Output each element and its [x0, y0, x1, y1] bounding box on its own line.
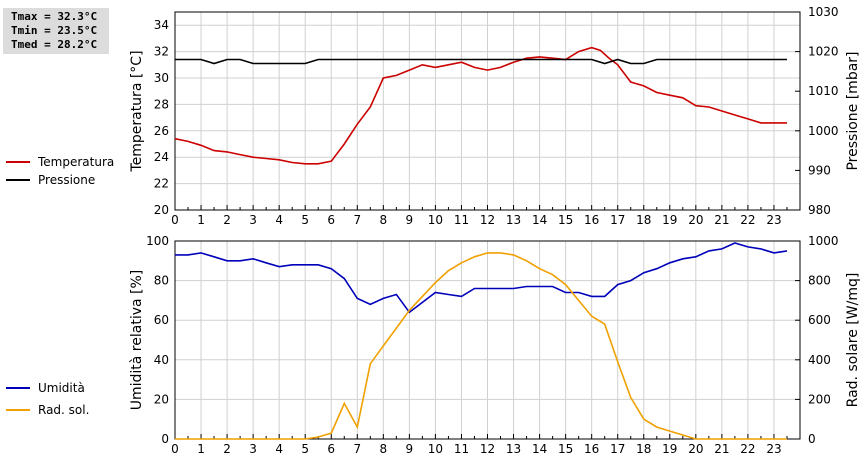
x-tick-label: 3: [249, 213, 257, 227]
x-tick-label: 6: [327, 442, 335, 456]
x-tick-label: 1: [197, 213, 205, 227]
x-tick-label: 12: [480, 442, 495, 456]
plot-frame: [174, 11, 801, 211]
x-tick-label: 6: [327, 213, 335, 227]
x-tick-label: 8: [380, 213, 388, 227]
y-axis-label: Umidità relativa [%]: [129, 270, 145, 411]
x-tick-label: 14: [532, 213, 547, 227]
y2-tick-label: 1020: [808, 45, 839, 59]
tmax-text: Tmax = 32.3°C: [11, 10, 98, 23]
x-tick-label: 11: [454, 213, 469, 227]
y-tick-label: 32: [154, 45, 169, 59]
y-tick-label: 100: [146, 234, 169, 248]
x-tick-label: 4: [275, 213, 283, 227]
x-tick-label: 13: [506, 213, 521, 227]
y-tick-label: 30: [154, 71, 169, 85]
y2-tick-label: 800: [808, 274, 831, 288]
x-tick-label: 3: [249, 442, 257, 456]
x-tick-label: 20: [688, 213, 703, 227]
series-line-temperatura: [174, 46, 787, 165]
legend-label: Rad. sol.: [38, 403, 89, 417]
y2-tick-label: 1030: [808, 5, 839, 19]
x-tick-label: 4: [275, 442, 283, 456]
y-tick-label: 80: [154, 274, 169, 288]
x-tick-label: 10: [428, 213, 443, 227]
stats-box: Tmax = 32.3°C Tmin = 23.5°C Tmed = 28.2°…: [3, 8, 109, 54]
y-tick-label: 40: [154, 353, 169, 367]
x-tick-label: 0: [171, 442, 179, 456]
legend-label: Temperatura: [37, 155, 114, 169]
y-tick-label: 26: [154, 124, 169, 138]
x-tick-label: 11: [454, 442, 469, 456]
x-tick-label: 21: [714, 213, 729, 227]
y2-tick-label: 0: [808, 432, 816, 446]
x-tick-label: 15: [558, 442, 573, 456]
plot-frame: [174, 240, 801, 440]
y2-tick-label: 400: [808, 353, 831, 367]
y-tick-label: 60: [154, 313, 169, 327]
x-tick-label: 18: [636, 213, 651, 227]
x-tick-label: 5: [301, 442, 309, 456]
y2-tick-label: 200: [808, 392, 831, 406]
y2-tick-label: 600: [808, 313, 831, 327]
x-tick-label: 19: [662, 213, 677, 227]
y-tick-label: 0: [161, 432, 169, 446]
x-tick-label: 16: [584, 442, 599, 456]
x-tick-label: 9: [406, 213, 414, 227]
series-line-umidit-: [175, 242, 788, 314]
x-tick-label: 23: [766, 442, 781, 456]
y-tick-label: 28: [154, 97, 169, 111]
series-line-pressione: [175, 58, 787, 65]
x-tick-label: 0: [171, 213, 179, 227]
tmin-text: Tmin = 23.5°C: [11, 24, 98, 37]
y2-tick-label: 990: [808, 163, 831, 177]
x-tick-label: 17: [610, 442, 625, 456]
x-tick-label: 23: [766, 213, 781, 227]
x-tick-label: 12: [480, 213, 495, 227]
tmed-text: Tmed = 28.2°C: [11, 38, 98, 51]
legend-label: Pressione: [38, 173, 95, 187]
x-tick-label: 5: [301, 213, 309, 227]
y-axis-label: Temperatura [°C]: [129, 50, 145, 172]
x-tick-label: 14: [532, 442, 547, 456]
x-tick-label: 21: [714, 442, 729, 456]
x-tick-label: 22: [740, 213, 755, 227]
x-tick-label: 2: [223, 442, 231, 456]
x-tick-label: 20: [688, 442, 703, 456]
x-tick-label: 15: [558, 213, 573, 227]
y2-tick-label: 1000: [808, 124, 839, 138]
y-tick-label: 20: [154, 392, 169, 406]
y2-axis-label: Rad. solare [W/mq]: [845, 273, 860, 408]
x-tick-label: 9: [406, 442, 414, 456]
x-tick-label: 22: [740, 442, 755, 456]
y-tick-label: 24: [154, 150, 169, 164]
x-tick-label: 10: [428, 442, 443, 456]
legend-label: Umidità: [38, 381, 85, 395]
x-tick-label: 2: [223, 213, 231, 227]
y2-axis-label: Pressione [mbar]: [845, 51, 860, 170]
y2-tick-label: 1010: [808, 84, 839, 98]
y-tick-label: 34: [154, 18, 169, 32]
y-tick-label: 22: [154, 177, 169, 191]
x-tick-label: 16: [584, 213, 599, 227]
x-tick-label: 18: [636, 442, 651, 456]
x-tick-label: 13: [506, 442, 521, 456]
x-tick-label: 7: [353, 442, 361, 456]
x-tick-label: 8: [380, 442, 388, 456]
x-tick-label: 1: [197, 442, 205, 456]
x-tick-label: 17: [610, 213, 625, 227]
x-tick-label: 19: [662, 442, 677, 456]
y2-tick-label: 980: [808, 203, 831, 217]
x-tick-label: 7: [353, 213, 361, 227]
y2-tick-label: 1000: [808, 234, 839, 248]
y-tick-label: 20: [154, 203, 169, 217]
series-line-rad-sol-: [175, 252, 787, 440]
